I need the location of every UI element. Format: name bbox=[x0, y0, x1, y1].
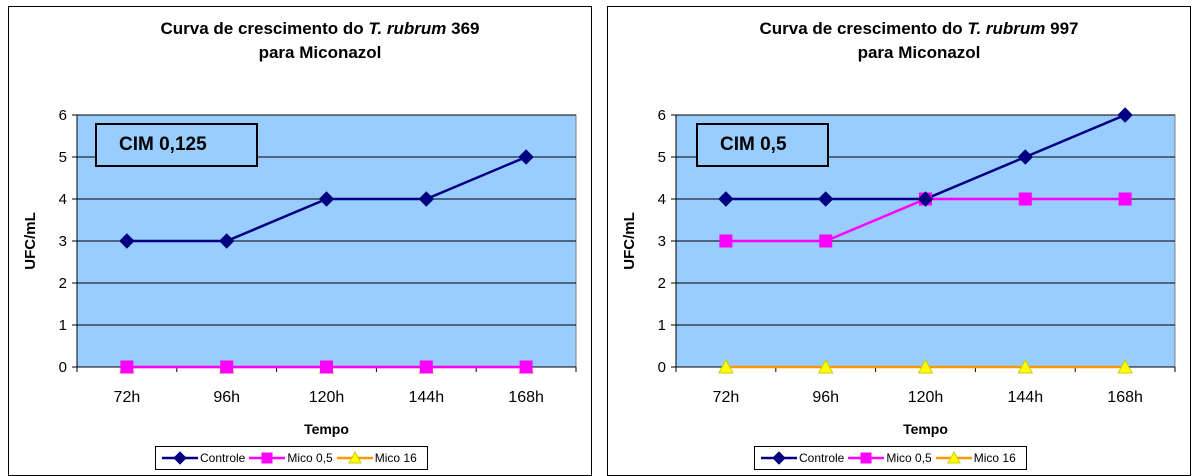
legend-swatch bbox=[337, 451, 373, 465]
y-tick-label: 0 bbox=[59, 359, 67, 376]
cim-annotation: CIM 0,125 bbox=[95, 123, 258, 167]
legend-marker bbox=[262, 453, 272, 463]
data-point-Mico 0,5 bbox=[520, 361, 532, 373]
y-axis-label: UFC/mL bbox=[22, 212, 39, 270]
legend-label: Mico 16 bbox=[974, 451, 1016, 465]
x-tick-label: 168h bbox=[1107, 389, 1143, 406]
data-point-Mico 0,5 bbox=[820, 235, 832, 247]
x-tick-label: 96h bbox=[812, 389, 839, 406]
data-point-Mico 0,5 bbox=[1019, 193, 1031, 205]
chart-panel-997: Curva de crescimento do T. rubrum 997 pa… bbox=[607, 6, 1191, 476]
y-tick-label: 4 bbox=[658, 191, 666, 208]
legend-item: Mico 0,5 bbox=[249, 451, 332, 465]
legend-item: Mico 16 bbox=[337, 451, 417, 465]
cim-annotation: CIM 0,5 bbox=[696, 123, 829, 167]
y-tick-label: 5 bbox=[658, 149, 666, 166]
legend-label: Mico 0,5 bbox=[886, 451, 931, 465]
legend-swatch bbox=[848, 451, 884, 465]
legend-item: Mico 16 bbox=[936, 451, 1016, 465]
x-tick-label: 72h bbox=[114, 389, 141, 406]
legend-label: Mico 0,5 bbox=[287, 451, 332, 465]
x-tick-label: 72h bbox=[713, 389, 740, 406]
legend-marker bbox=[861, 453, 871, 463]
legend-item: Controle bbox=[162, 451, 245, 465]
legend: Controle Mico 0,5 Mico 16 bbox=[754, 446, 1027, 470]
legend-label: Controle bbox=[200, 451, 245, 465]
x-tick-label: 96h bbox=[213, 389, 240, 406]
legend-swatch bbox=[249, 451, 285, 465]
x-tick-label: 144h bbox=[409, 389, 445, 406]
y-tick-label: 4 bbox=[59, 191, 67, 208]
x-tick-label: 120h bbox=[908, 389, 944, 406]
y-tick-label: 2 bbox=[658, 275, 666, 292]
legend-swatch bbox=[761, 451, 797, 465]
line-chart-369: 0 1 2 3 4 5 6 72h 96h 120h 144h 168h Tempo UFC/mL bbox=[9, 7, 592, 476]
data-point-Mico 0,5 bbox=[420, 361, 432, 373]
chart-panel-369: Curva de crescimento do T. rubrum 369 pa… bbox=[8, 6, 592, 476]
legend-marker bbox=[773, 452, 785, 464]
legend-swatch bbox=[162, 451, 198, 465]
data-point-Mico 0,5 bbox=[720, 235, 732, 247]
y-tick-label: 2 bbox=[59, 275, 67, 292]
data-point-Mico 0,5 bbox=[321, 361, 333, 373]
y-tick-label: 1 bbox=[658, 317, 666, 334]
y-tick-label: 6 bbox=[658, 107, 666, 124]
y-tick-label: 0 bbox=[658, 359, 666, 376]
data-point-Mico 0,5 bbox=[121, 361, 133, 373]
y-tick-label: 3 bbox=[59, 233, 67, 250]
legend-marker bbox=[174, 452, 186, 464]
x-axis-label: Tempo bbox=[903, 421, 948, 437]
x-tick-label: 144h bbox=[1008, 389, 1044, 406]
legend-label: Controle bbox=[799, 451, 844, 465]
data-point-Mico 0,5 bbox=[221, 361, 233, 373]
line-chart-997: 0 1 2 3 4 5 6 72h 96h 120h 144h 168h Tempo UFC/mL bbox=[608, 7, 1191, 476]
y-tick-label: 1 bbox=[59, 317, 67, 334]
data-point-Mico 0,5 bbox=[1119, 193, 1131, 205]
x-axis-label: Tempo bbox=[304, 421, 349, 437]
y-axis-label: UFC/mL bbox=[621, 212, 638, 270]
legend-item: Controle bbox=[761, 451, 844, 465]
y-tick-label: 6 bbox=[59, 107, 67, 124]
y-tick-label: 5 bbox=[59, 149, 67, 166]
y-tick-label: 3 bbox=[658, 233, 666, 250]
legend-item: Mico 0,5 bbox=[848, 451, 931, 465]
legend: Controle Mico 0,5 Mico 16 bbox=[155, 446, 428, 470]
x-tick-label: 120h bbox=[309, 389, 345, 406]
x-tick-label: 168h bbox=[508, 389, 544, 406]
legend-swatch bbox=[936, 451, 972, 465]
legend-label: Mico 16 bbox=[375, 451, 417, 465]
